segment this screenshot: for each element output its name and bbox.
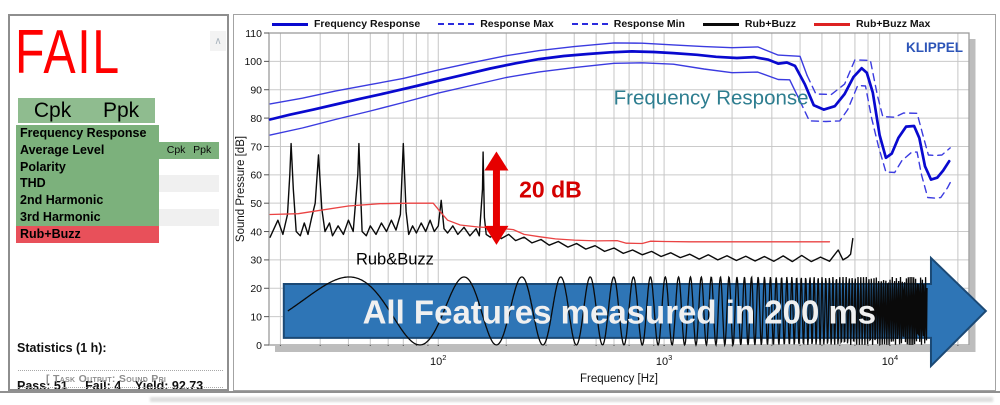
ppk-mini-label: Ppk	[193, 144, 212, 157]
y-tick-label: 110	[245, 28, 262, 40]
y-tick-label: 70	[250, 141, 262, 153]
frequency-response-annotation: Frequency Response	[614, 86, 809, 109]
y-tick-label: 10	[250, 311, 262, 323]
y-tick-label: 80	[250, 113, 262, 125]
legend-item-rub-buzz-max: Rub+Buzz Max	[813, 18, 931, 30]
legend-label: Rub+Buzz Max	[855, 18, 931, 30]
task-output-footer: [ Task Output: Sound Pri	[46, 373, 167, 385]
empty-value-cell	[159, 175, 219, 193]
chart-panel: Frequency Response Response Max Response…	[233, 14, 996, 391]
legend-label: Response Max	[480, 18, 554, 30]
legend-swatch-response-min	[571, 23, 608, 25]
x-tick-label: 104	[882, 353, 898, 368]
x-tick-label: 103	[656, 353, 672, 368]
chevron-up-icon: ∧	[214, 35, 222, 47]
chirp-waveform	[287, 275, 928, 348]
legend-swatch-response-max	[438, 23, 475, 25]
y-tick-label: 40	[250, 226, 262, 238]
y-axis-title: Sound Pressure [dB]	[235, 136, 247, 242]
legend-item-response-min: Response Min	[571, 18, 685, 30]
y-tick-label: 90	[250, 85, 262, 97]
verdict-text: FAIL	[15, 18, 121, 87]
legend-label: Frequency Response	[314, 18, 421, 30]
test-row-frequency-response[interactable]: Frequency Response	[16, 125, 159, 142]
test-row-2nd-harmonic[interactable]: 2nd Harmonic	[16, 192, 159, 209]
statistics-title: Statistics (1 h):	[17, 340, 107, 355]
chart-axes: 0 10 20 30 40 50 60 70 80 90 100 110 102 103 104 Freque…	[235, 28, 970, 385]
legend-label: Rub+Buzz	[744, 18, 796, 30]
sound-pressure-chart: 0 10 20 30 40 50 60 70 80 90 100 110 102 103 104 Freque…	[235, 28, 988, 385]
chart-legend: Frequency Response Response Max Response…	[272, 16, 930, 32]
statistics-block: Statistics (1 h): Pass: 51 Fail: 4 Yield…	[17, 316, 204, 391]
legend-item-response-max: Response Max	[438, 18, 554, 30]
cpk-mini-label: Cpk	[166, 144, 186, 157]
curve-response-min	[269, 62, 952, 199]
legend-label: Response Min	[613, 18, 685, 30]
scroll-up-button[interactable]: ∧	[210, 31, 226, 51]
legend-item-frequency-response: Frequency Response	[272, 18, 420, 30]
rub-buzz-annotation: Rub&Buzz	[356, 251, 434, 269]
window-bottom-edge	[0, 391, 1000, 393]
y-tick-label: 50	[250, 198, 262, 210]
test-row-average-level[interactable]: Average Level	[16, 141, 159, 159]
plot-shadow	[275, 39, 976, 352]
blurred-toolbar-strip	[150, 397, 993, 402]
curve-frequency-response	[268, 50, 951, 181]
cpk-ppk-header: Cpk Ppk	[18, 98, 155, 123]
legend-swatch-rub-buzz-max	[813, 22, 850, 26]
verdict-panel: FAIL Cpk Ppk Frequency Response Average …	[8, 14, 229, 391]
cpk-column-label: Cpk	[33, 98, 72, 122]
y-tick-label: 60	[250, 170, 262, 182]
test-row-3rd-harmonic[interactable]: 3rd Harmonic	[16, 208, 159, 226]
y-tick-label: 20	[250, 283, 262, 295]
test-row-thd[interactable]: THD	[16, 175, 159, 193]
y-tick-label: 30	[250, 255, 262, 267]
statistics-counts: Pass: 51 Fail: 4 Yield: 92.73	[17, 378, 204, 391]
cpk-ppk-mini-header: Cpk Ppk	[159, 141, 219, 159]
legend-swatch-rub-buzz	[702, 22, 739, 26]
legend-swatch-frequency-response	[272, 22, 308, 26]
x-tick-label: 102	[430, 353, 446, 368]
curve-response-max	[269, 42, 951, 157]
curve-rub-buzz	[269, 142, 854, 263]
divider	[18, 370, 223, 371]
y-tick-label: 0	[256, 340, 262, 352]
test-results-table: Frequency Response Average Level Polarit…	[16, 125, 159, 243]
test-row-rub-buzz[interactable]: Rub+Buzz	[16, 225, 159, 243]
sweep-banner: All Features measured in 200 ms	[282, 255, 988, 369]
ppk-column-label: Ppk	[102, 98, 140, 122]
legend-item-rub-buzz: Rub+Buzz	[702, 18, 796, 30]
empty-value-cell	[159, 209, 219, 226]
banner-caption: All Features measured in 200 ms	[363, 293, 877, 330]
y-tick-label: 100	[244, 56, 262, 68]
test-row-polarity[interactable]: Polarity	[16, 158, 159, 176]
klippel-logo: KLIPPEL	[906, 40, 963, 55]
delta-20db-label: 20 dB	[519, 177, 582, 203]
x-axis-title: Frequency [Hz]	[580, 373, 658, 385]
divider	[18, 387, 223, 388]
curve-rub-buzz-max	[269, 202, 831, 245]
delta-20db-arrow: 20 dB	[484, 151, 582, 245]
